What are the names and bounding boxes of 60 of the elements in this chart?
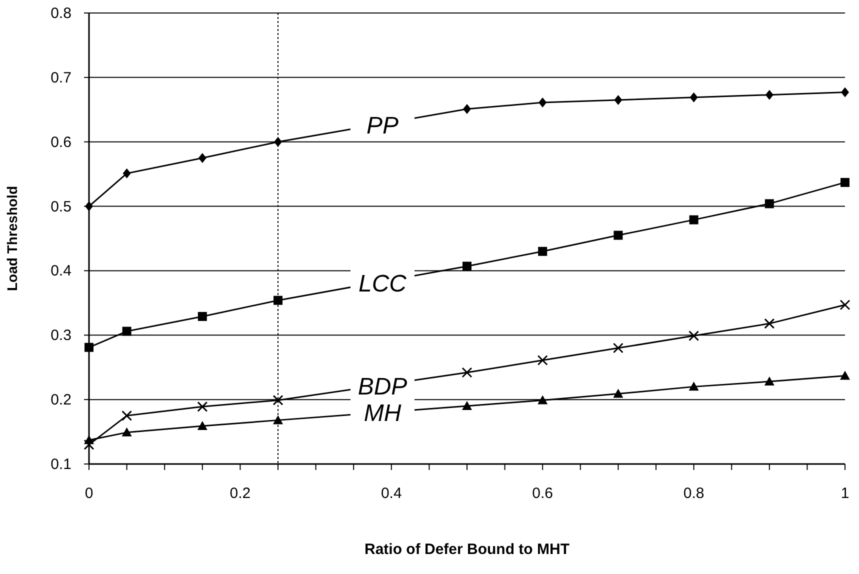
point xyxy=(613,388,624,398)
point xyxy=(840,300,850,310)
point xyxy=(462,262,472,271)
point xyxy=(840,178,850,187)
series-label: BDP xyxy=(358,373,408,400)
point xyxy=(462,401,472,410)
point xyxy=(614,94,622,105)
x-tick-label: 1 xyxy=(840,485,850,502)
x-tick-label: 0.6 xyxy=(532,485,554,502)
point xyxy=(274,136,282,147)
y-tick-label: 0.2 xyxy=(50,392,72,409)
point xyxy=(197,420,208,430)
point xyxy=(198,312,207,321)
y-tick-label: 0.1 xyxy=(50,456,72,473)
point xyxy=(612,342,624,354)
point xyxy=(122,427,132,436)
point xyxy=(537,355,548,366)
point xyxy=(122,168,131,178)
y-axis-title: Load Threshold xyxy=(4,186,20,291)
x-tick-label: 0.8 xyxy=(683,485,704,502)
point xyxy=(273,415,283,424)
point xyxy=(840,370,850,380)
y-tick-label: 0.6 xyxy=(50,134,72,151)
y-tick-label: 0.4 xyxy=(50,262,72,280)
point xyxy=(614,230,623,240)
x-tick-label: 0.4 xyxy=(380,485,402,502)
point xyxy=(84,435,94,444)
x-axis-title: Ratio of Defer Bound to MHT xyxy=(364,541,570,558)
series-label: PP xyxy=(366,112,399,140)
y-tick-label: 0.5 xyxy=(50,198,72,216)
point xyxy=(122,326,132,336)
point xyxy=(462,367,472,378)
point xyxy=(463,104,471,114)
point xyxy=(85,201,93,212)
point xyxy=(688,330,700,342)
point xyxy=(538,395,548,404)
x-tick-label: 0 xyxy=(84,485,94,502)
point xyxy=(688,382,699,391)
point xyxy=(538,98,547,108)
point xyxy=(274,296,282,305)
point xyxy=(198,152,206,163)
series-label: MH xyxy=(364,400,402,428)
y-tick-label: 0.8 xyxy=(50,5,72,22)
point xyxy=(197,401,208,412)
point xyxy=(764,318,775,329)
point xyxy=(764,376,774,386)
point xyxy=(690,92,698,102)
x-tick-label: 0.2 xyxy=(230,485,251,502)
series-label: LCC xyxy=(358,270,408,298)
point xyxy=(841,87,849,98)
point xyxy=(538,246,548,256)
y-tick-label: 0.3 xyxy=(50,327,72,344)
point xyxy=(84,439,94,450)
point xyxy=(122,410,132,421)
point xyxy=(84,342,94,352)
point xyxy=(765,90,774,100)
point xyxy=(689,215,698,224)
point xyxy=(272,394,284,406)
y-tick-label: 0.7 xyxy=(50,69,72,86)
point xyxy=(764,199,774,208)
